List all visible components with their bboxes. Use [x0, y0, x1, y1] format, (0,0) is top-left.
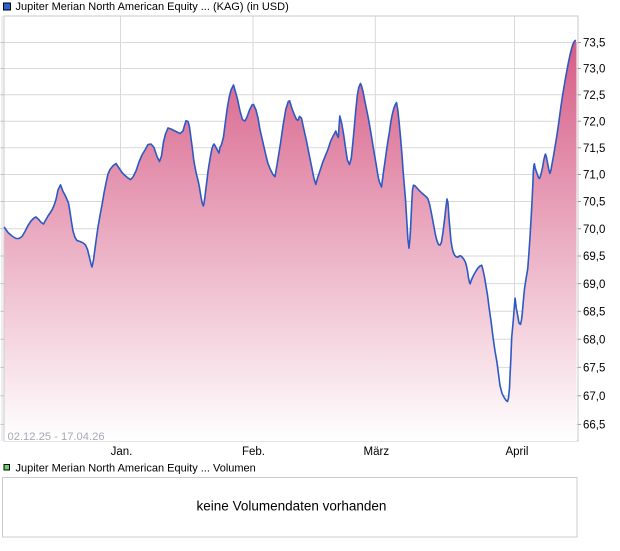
- svg-text:67,5: 67,5: [583, 363, 605, 375]
- svg-text:71,5: 71,5: [583, 143, 605, 155]
- svg-text:68,0: 68,0: [583, 335, 605, 347]
- svg-text:Jupiter Merian North American: Jupiter Merian North American Equity ...…: [16, 462, 256, 474]
- svg-text:72,5: 72,5: [583, 90, 605, 102]
- svg-text:66,5: 66,5: [583, 420, 605, 432]
- svg-text:April: April: [505, 446, 528, 458]
- svg-text:02.12.25 - 17.04.26: 02.12.25 - 17.04.26: [8, 431, 105, 443]
- svg-text:Jupiter Merian North American: Jupiter Merian North American Equity ...…: [16, 1, 289, 13]
- svg-text:Jan.: Jan.: [111, 446, 133, 458]
- svg-text:67,0: 67,0: [583, 391, 605, 403]
- svg-text:März: März: [364, 446, 390, 458]
- svg-text:keine Volumendaten vorhanden: keine Volumendaten vorhanden: [197, 499, 387, 514]
- svg-text:68,5: 68,5: [583, 307, 605, 319]
- svg-text:69,0: 69,0: [583, 279, 605, 291]
- svg-text:Feb.: Feb.: [242, 446, 265, 458]
- svg-text:72,0: 72,0: [583, 116, 605, 128]
- svg-text:71,0: 71,0: [583, 170, 605, 182]
- svg-text:70,5: 70,5: [583, 197, 605, 209]
- svg-text:73,0: 73,0: [583, 64, 605, 76]
- svg-text:70,0: 70,0: [583, 224, 605, 236]
- svg-text:69,5: 69,5: [583, 251, 605, 263]
- svg-text:73,5: 73,5: [583, 38, 605, 50]
